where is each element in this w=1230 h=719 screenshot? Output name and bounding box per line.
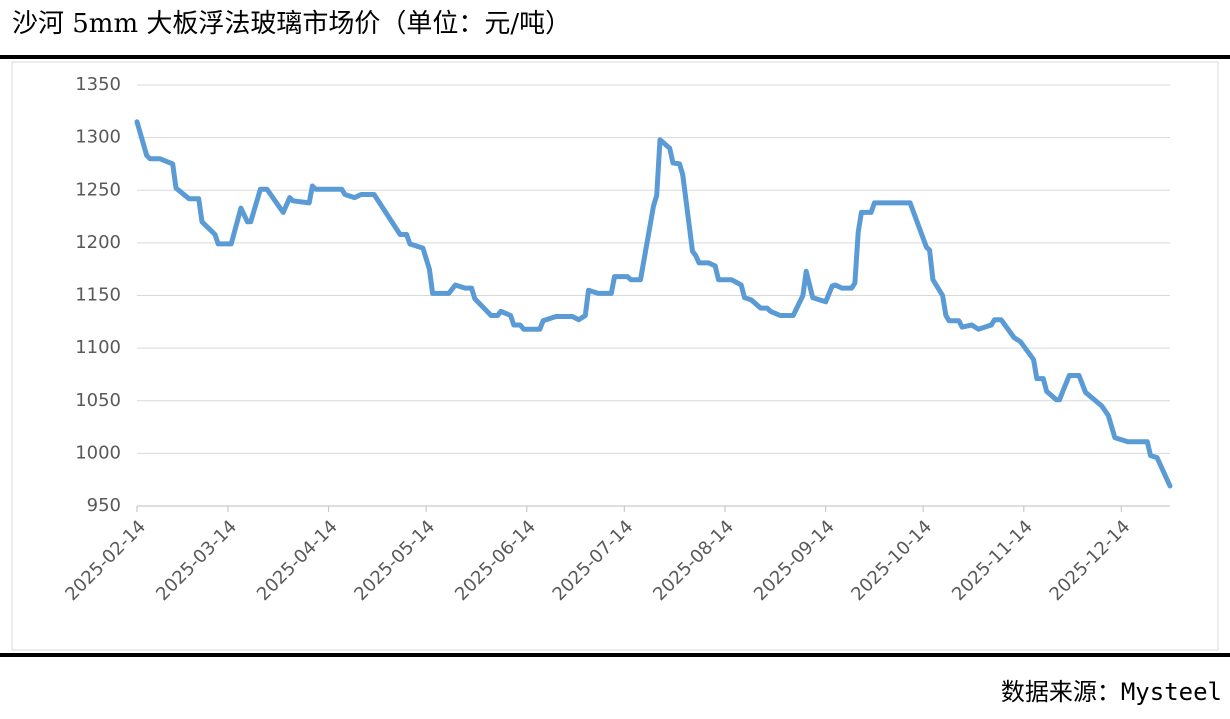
x-tick-label: 2025-10-14	[847, 516, 936, 605]
x-tick-label: 2025-05-14	[350, 516, 439, 605]
y-tick-label: 1100	[75, 337, 121, 358]
y-tick-label: 1250	[75, 179, 121, 200]
x-tick-label: 2025-06-14	[451, 516, 540, 605]
y-tick-label: 1000	[75, 442, 121, 463]
source-note: 数据来源：Mysteel	[1001, 678, 1222, 706]
y-tick-label: 950	[87, 495, 121, 516]
chart-title: 沙河 5mm 大板浮法玻璃市场价（单位：元/吨）	[12, 9, 571, 39]
y-tick-label: 1300	[75, 127, 121, 148]
plot-frame	[11, 61, 1219, 651]
x-tick-label: 2025-03-14	[152, 516, 241, 605]
y-tick-label: 1200	[75, 232, 121, 253]
x-tick-label: 2025-04-14	[253, 516, 342, 605]
y-tick-label: 1050	[75, 390, 121, 411]
top-rule	[0, 55, 1230, 59]
x-tick-label: 2025-07-14	[549, 516, 638, 605]
x-tick-label: 2025-08-14	[649, 516, 738, 605]
y-tick-label: 1150	[75, 285, 121, 306]
y-tick-label: 1350	[75, 74, 121, 95]
x-tick-label: 2025-11-14	[948, 516, 1037, 605]
x-tick-label: 2025-02-14	[61, 516, 150, 605]
price-line	[134, 119, 1173, 489]
x-tick-label: 2025-12-14	[1046, 516, 1135, 605]
bottom-rule	[0, 653, 1230, 657]
x-tick-label: 2025-09-14	[750, 516, 839, 605]
